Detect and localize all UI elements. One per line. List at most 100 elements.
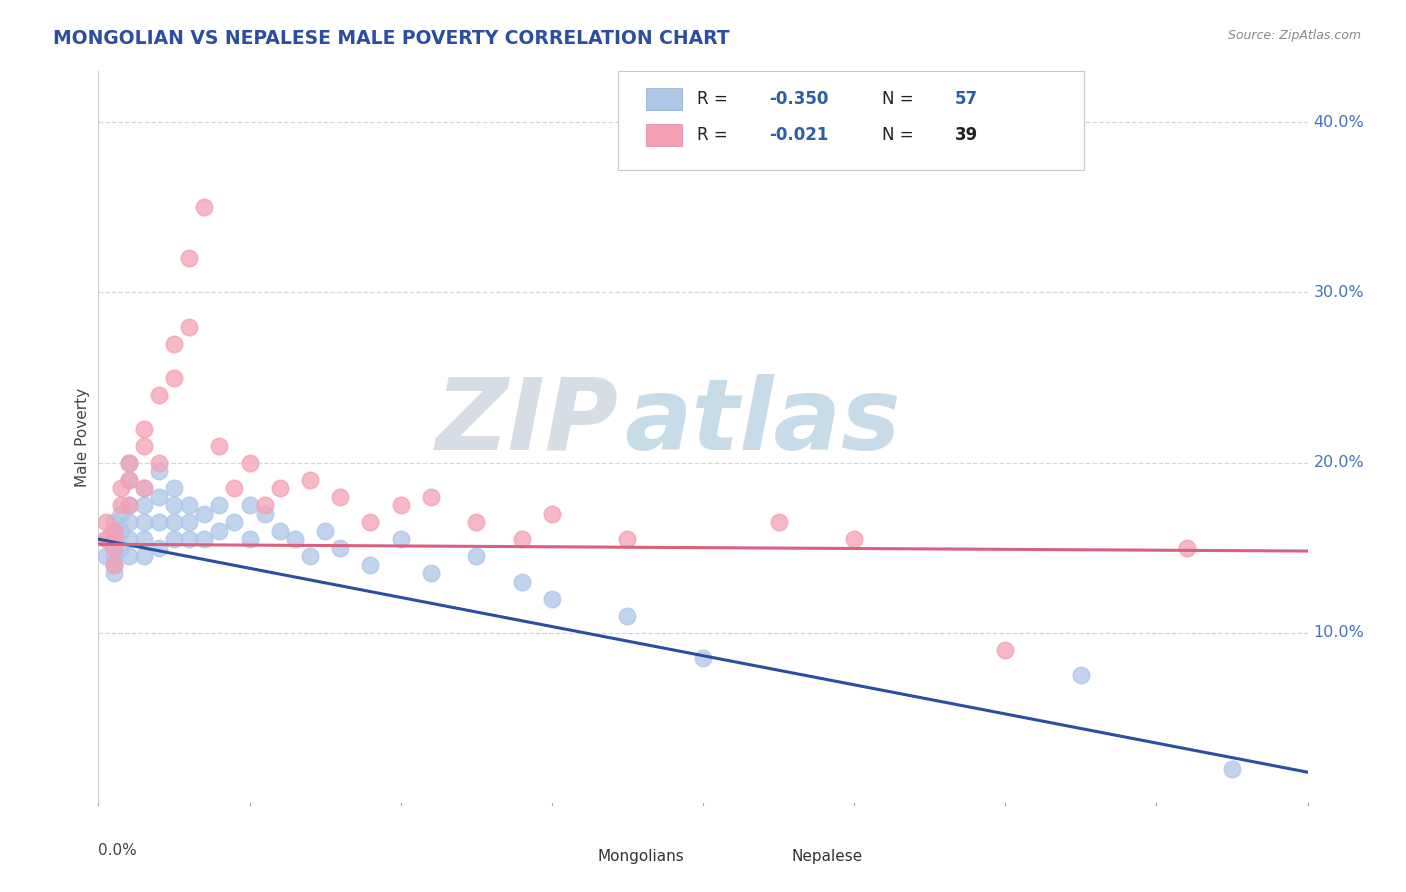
Point (239, 532, 262, 546)
Point (110, 498, 132, 512)
Point (616, 532, 638, 546)
Text: R =: R = (697, 90, 728, 108)
Point (314, 524, 336, 538)
Point (193, 201, 215, 215)
Point (224, 515, 246, 529)
Point (510, 574, 533, 589)
Point (360, 558, 382, 572)
Point (163, 515, 186, 529)
Point (1070, 668, 1092, 682)
Point (148, 490, 170, 504)
Point (103, 532, 125, 546)
Text: N =: N = (882, 90, 914, 108)
Point (118, 498, 141, 512)
Point (163, 370, 186, 384)
Point (118, 549, 141, 563)
FancyBboxPatch shape (647, 124, 682, 146)
Point (132, 498, 155, 512)
FancyBboxPatch shape (647, 88, 682, 110)
Point (179, 319, 201, 334)
Point (103, 524, 125, 538)
Point (299, 549, 322, 563)
Point (389, 532, 412, 546)
Point (118, 473, 141, 487)
Text: 40.0%: 40.0% (1313, 115, 1364, 130)
Text: -0.021: -0.021 (769, 126, 830, 144)
Point (118, 473, 141, 487)
Point (768, 515, 790, 529)
Point (1220, 762, 1243, 776)
Point (94, 532, 117, 546)
Text: N =: N = (882, 126, 914, 144)
Point (510, 532, 533, 546)
Point (284, 532, 307, 546)
Point (118, 532, 141, 546)
Text: ZIP: ZIP (436, 374, 619, 471)
Point (103, 532, 125, 546)
Point (118, 515, 141, 529)
Point (844, 532, 866, 546)
Text: -0.350: -0.350 (769, 90, 830, 108)
Text: R =: R = (697, 126, 728, 144)
Point (132, 532, 155, 546)
Point (103, 558, 125, 572)
Point (163, 532, 186, 546)
Point (179, 498, 201, 512)
Point (994, 642, 1017, 657)
Point (360, 515, 382, 529)
Point (193, 507, 215, 521)
Point (110, 481, 132, 495)
Point (132, 481, 155, 495)
Point (110, 507, 132, 521)
Text: Nepalese: Nepalese (792, 848, 862, 863)
Point (94, 515, 117, 529)
Point (103, 558, 125, 572)
Text: Mongolians: Mongolians (598, 848, 685, 863)
Text: Source: ZipAtlas.com: Source: ZipAtlas.com (1227, 29, 1361, 42)
Point (132, 421, 155, 435)
Text: 39: 39 (955, 126, 977, 144)
Point (329, 541, 352, 555)
Text: 30.0%: 30.0% (1313, 285, 1364, 300)
Point (132, 439, 155, 453)
Point (118, 498, 141, 512)
Text: atlas: atlas (624, 374, 901, 471)
Point (103, 524, 125, 538)
Point (110, 541, 132, 555)
Point (132, 515, 155, 529)
Point (132, 481, 155, 495)
Point (148, 464, 170, 478)
Point (692, 651, 714, 665)
Text: 10.0%: 10.0% (1313, 625, 1364, 640)
Text: 0.0%: 0.0% (98, 843, 138, 858)
Text: MONGOLIAN VS NEPALESE MALE POVERTY CORRELATION CHART: MONGOLIAN VS NEPALESE MALE POVERTY CORRE… (53, 29, 730, 47)
Point (163, 498, 186, 512)
Point (179, 515, 201, 529)
Point (616, 608, 638, 623)
Point (239, 498, 262, 512)
Point (118, 456, 141, 470)
Point (465, 549, 488, 563)
Point (193, 532, 215, 546)
Point (540, 507, 562, 521)
Point (103, 566, 125, 581)
Point (148, 515, 170, 529)
Text: 57: 57 (955, 90, 977, 108)
Point (540, 591, 562, 606)
Point (132, 549, 155, 563)
Point (224, 481, 246, 495)
FancyBboxPatch shape (558, 849, 592, 866)
Point (465, 515, 488, 529)
Point (103, 549, 125, 563)
Y-axis label: Male Poverty: Male Poverty (75, 387, 90, 487)
Point (103, 541, 125, 555)
Point (103, 515, 125, 529)
Point (179, 532, 201, 546)
Point (148, 456, 170, 470)
Point (118, 456, 141, 470)
Point (94, 532, 117, 546)
Point (163, 336, 186, 351)
Point (148, 387, 170, 401)
Point (148, 541, 170, 555)
Point (269, 524, 291, 538)
